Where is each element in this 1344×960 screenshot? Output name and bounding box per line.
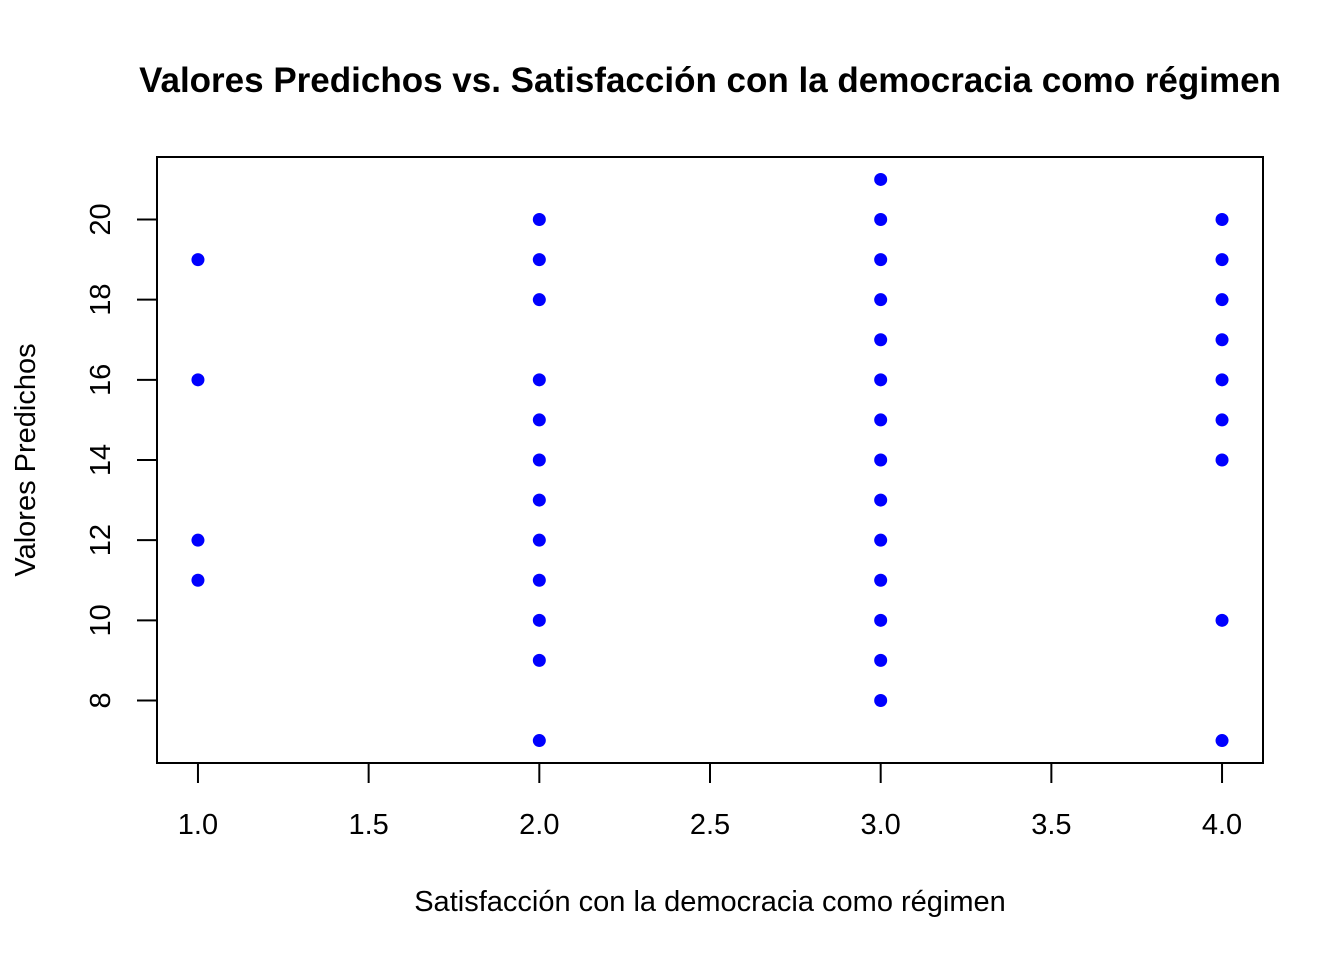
data-point <box>874 453 888 467</box>
data-point <box>874 333 888 347</box>
data-point <box>874 493 888 507</box>
data-point <box>532 293 546 307</box>
data-point <box>1215 613 1229 627</box>
data-point <box>532 573 546 587</box>
data-point <box>532 253 546 267</box>
x-tick-label: 1.5 <box>348 809 388 841</box>
y-tick-label: 8 <box>85 692 117 708</box>
data-point <box>874 693 888 707</box>
data-point <box>1215 373 1229 387</box>
x-tick-label: 4.0 <box>1202 809 1242 841</box>
data-point <box>532 213 546 227</box>
data-point <box>191 253 205 267</box>
x-axis-label: Satisfacción con la democracia como régi… <box>414 886 1006 918</box>
data-point <box>532 413 546 427</box>
data-point <box>874 413 888 427</box>
x-tick-label: 3.5 <box>1031 809 1071 841</box>
plot-frame <box>156 156 1264 764</box>
data-point <box>874 533 888 547</box>
data-point <box>1215 213 1229 227</box>
data-points <box>191 172 1229 748</box>
data-point <box>874 373 888 387</box>
data-point <box>874 172 888 186</box>
data-point <box>532 453 546 467</box>
x-tick-label: 2.5 <box>690 809 730 841</box>
data-point <box>1215 734 1229 748</box>
data-point <box>191 533 205 547</box>
x-tick-label: 1.0 <box>178 809 218 841</box>
y-tick-label: 20 <box>85 203 117 235</box>
x-tick-label: 2.0 <box>519 809 559 841</box>
data-point <box>874 293 888 307</box>
data-point <box>1215 293 1229 307</box>
y-tick-label: 10 <box>85 604 117 636</box>
x-tick-label: 3.0 <box>861 809 901 841</box>
data-point <box>532 493 546 507</box>
data-point <box>532 653 546 667</box>
data-point <box>874 653 888 667</box>
data-point <box>874 253 888 267</box>
data-point <box>874 213 888 227</box>
data-point <box>191 573 205 587</box>
data-point <box>874 573 888 587</box>
data-point <box>532 373 546 387</box>
chart-title: Valores Predichos vs. Satisfacción con l… <box>139 61 1281 100</box>
y-axis-label: Valores Predichos <box>10 343 42 576</box>
data-point <box>532 734 546 748</box>
y-tick-label: 14 <box>85 444 117 476</box>
y-axis: 8 10 12 14 16 18 20 <box>85 203 158 709</box>
y-tick-label: 12 <box>85 524 117 556</box>
data-point <box>874 613 888 627</box>
data-point <box>532 533 546 547</box>
x-axis: 1.0 1.5 2.0 2.5 3.0 3.5 4.0 <box>178 762 1242 841</box>
y-tick-label: 16 <box>85 364 117 396</box>
data-point <box>532 613 546 627</box>
y-tick-label: 18 <box>85 284 117 316</box>
data-point <box>191 373 205 387</box>
data-point <box>1215 333 1229 347</box>
data-point <box>1215 253 1229 267</box>
data-point <box>1215 453 1229 467</box>
data-point <box>1215 413 1229 427</box>
